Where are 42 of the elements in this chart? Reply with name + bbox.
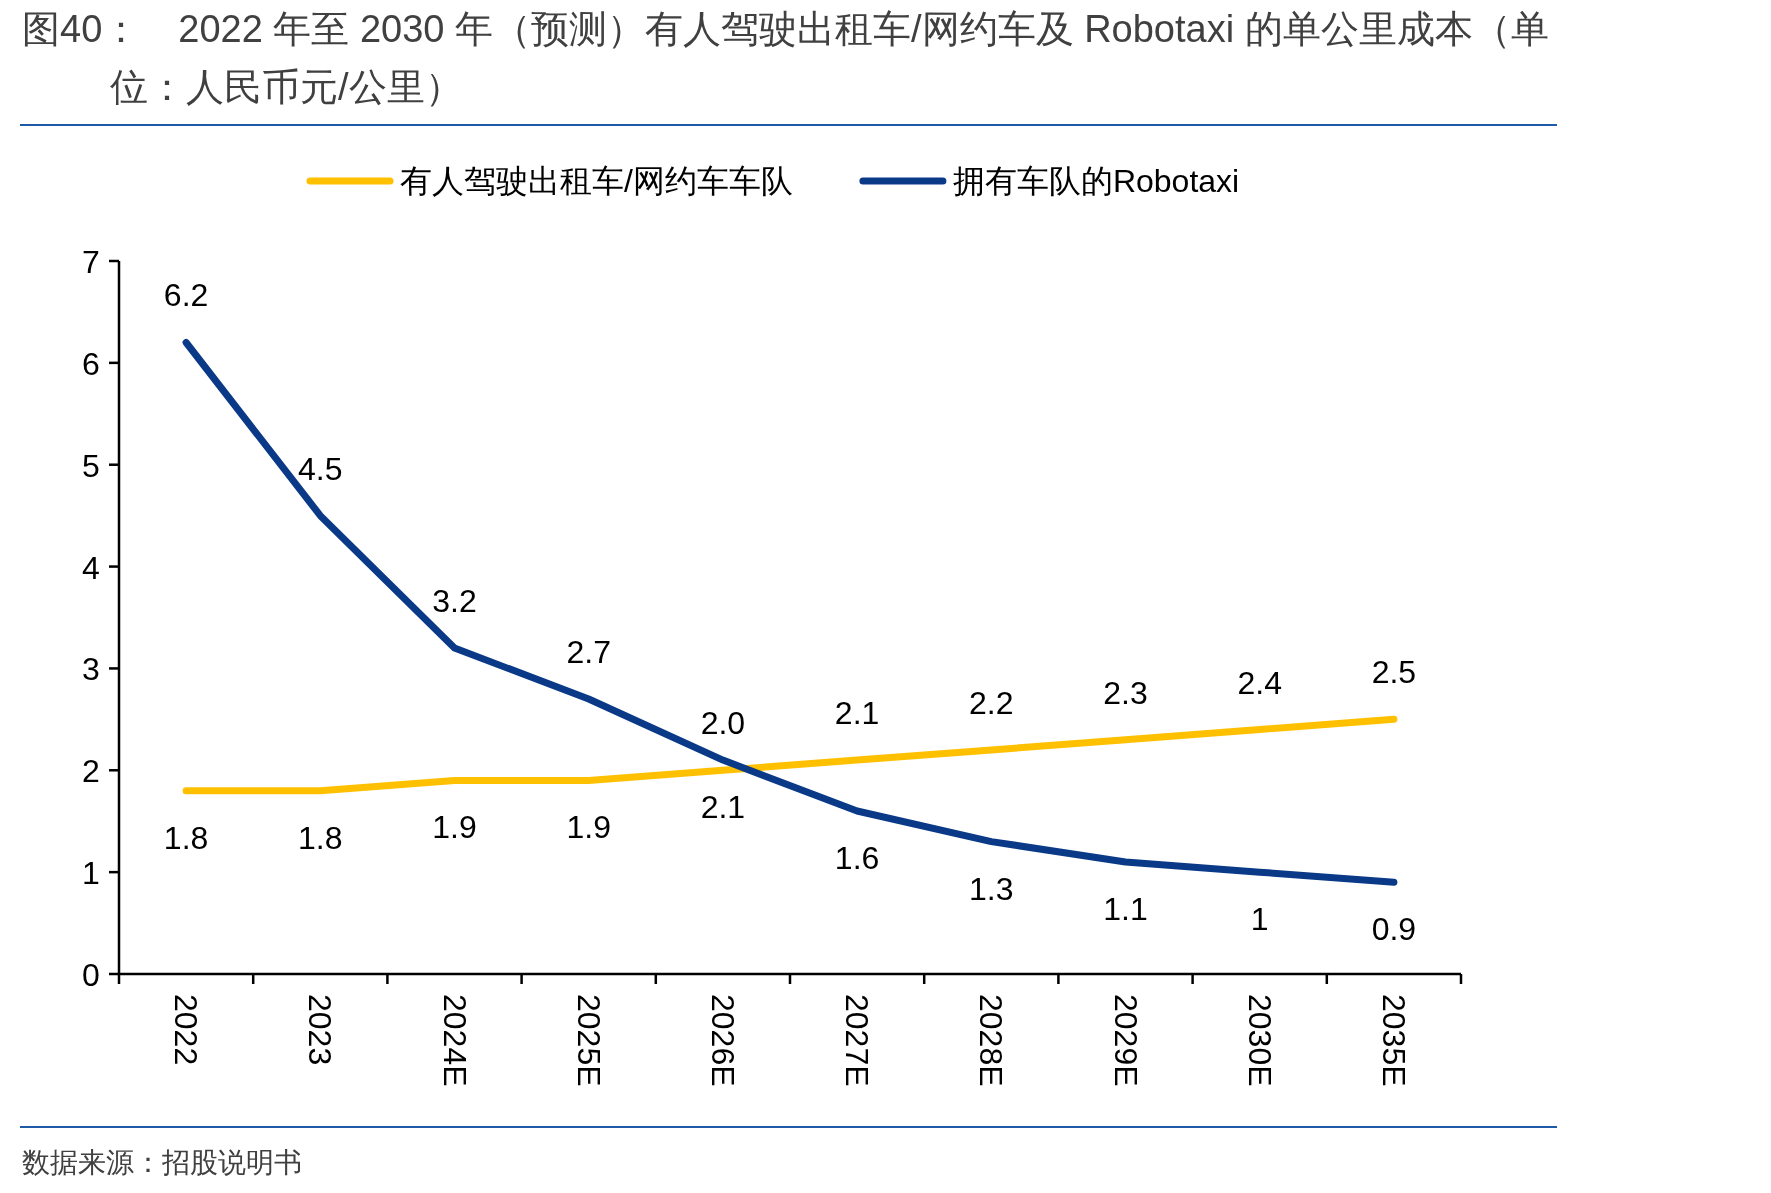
data-label: 2.3 <box>1103 674 1148 711</box>
y-tick-label: 3 <box>82 651 100 688</box>
y-tick-label: 1 <box>82 855 100 892</box>
data-label: 1.3 <box>969 870 1014 907</box>
data-label: 1.8 <box>163 819 209 856</box>
x-tick-label: 2025E <box>570 994 607 1087</box>
x-tick-label: 2026E <box>704 994 741 1087</box>
x-tick-label: 2030E <box>1241 994 1278 1087</box>
data-label: 1.1 <box>1103 890 1148 927</box>
y-tick-label: 6 <box>82 345 100 382</box>
y-tick-label: 2 <box>82 753 100 790</box>
data-label: 2.1 <box>700 789 746 826</box>
data-label: 2.0 <box>700 705 746 742</box>
y-tick-label: 4 <box>82 549 100 586</box>
data-label: 2.5 <box>1371 654 1417 691</box>
data-label: 2.1 <box>834 695 880 732</box>
data-label: 1.6 <box>834 840 880 877</box>
data-label: 6.2 <box>163 277 209 314</box>
legend-label: 有人驾驶出租车/网约车车队 <box>400 163 793 199</box>
y-tick-label: 7 <box>82 244 100 280</box>
data-label: 4.5 <box>298 450 343 487</box>
data-label: 0.9 <box>1371 911 1417 948</box>
x-tick-label: 2027E <box>839 994 876 1087</box>
data-label: 1 <box>1250 901 1269 938</box>
legend-label: 拥有车队的Robotaxi <box>952 163 1240 199</box>
y-tick-label: 5 <box>82 447 100 484</box>
x-tick-label: 2023 <box>302 994 339 1066</box>
x-tick-label: 2029E <box>1107 994 1144 1087</box>
x-tick-label: 2028E <box>973 994 1010 1087</box>
chart-title: 图40： 2022 年至 2030 年（预测）有人驾驶出租车/网约车及 Robotaxi 的单公里成本（单位：人民币元/公里） <box>22 8 1549 108</box>
data-label: 2.7 <box>566 633 611 670</box>
data-label: 3.2 <box>432 583 477 620</box>
data-label: 1.9 <box>432 809 477 846</box>
data-label: 1.9 <box>566 809 611 846</box>
y-tick-label: 0 <box>82 957 100 993</box>
x-tick-label: 2035E <box>1375 994 1412 1087</box>
source-note: 数据来源：招股说明书 <box>22 1147 302 1178</box>
data-label: 2.2 <box>969 684 1014 721</box>
data-label: 2.4 <box>1237 664 1282 701</box>
x-tick-label: 2022 <box>168 994 205 1066</box>
x-tick-label: 2024E <box>436 994 473 1087</box>
data-label: 1.8 <box>298 819 343 856</box>
